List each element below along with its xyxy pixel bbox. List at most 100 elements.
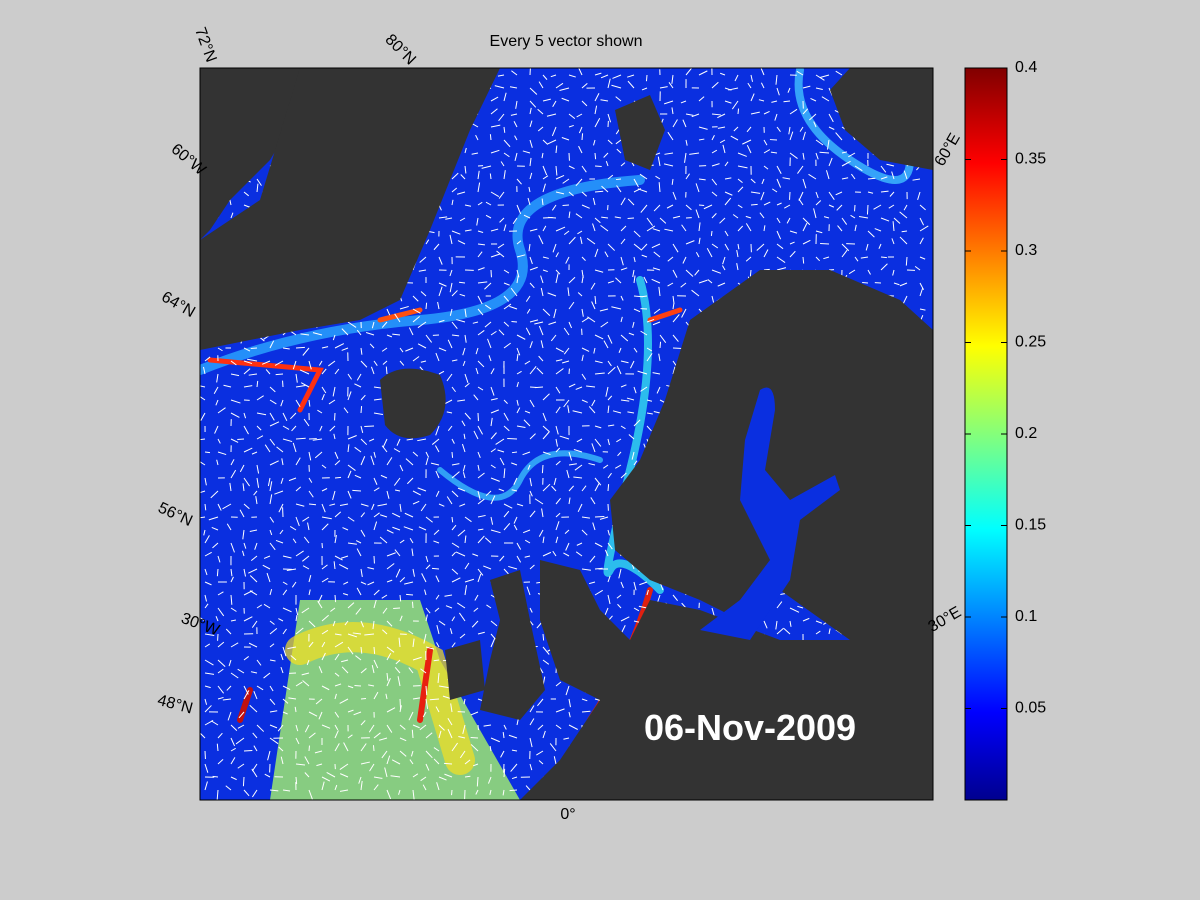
vector: [617, 603, 622, 609]
vector: [823, 216, 830, 219]
vector: [568, 497, 571, 505]
vector: [382, 607, 388, 614]
vector: [601, 216, 609, 219]
vector: [503, 768, 506, 778]
vector: [230, 594, 233, 605]
vector: [300, 382, 310, 388]
vector: [750, 93, 755, 102]
vector: [256, 425, 262, 431]
vector: [607, 542, 613, 550]
vector: [295, 737, 300, 745]
vector: [684, 152, 687, 163]
vector: [412, 295, 419, 302]
vector: [381, 347, 388, 352]
vector: [537, 724, 544, 731]
vector: [542, 139, 549, 145]
vector: [581, 204, 590, 209]
vector: [382, 360, 388, 365]
vector: [529, 607, 533, 613]
vector: [371, 665, 375, 674]
vector: [724, 177, 732, 180]
vector: [379, 514, 388, 518]
vector: [216, 459, 219, 466]
vector: [204, 643, 211, 648]
vector: [538, 760, 544, 765]
vector: [546, 113, 557, 117]
vector: [542, 551, 552, 557]
vector: [444, 594, 453, 597]
vector: [789, 108, 798, 115]
vector: [616, 594, 622, 599]
vector: [835, 70, 843, 76]
vector: [553, 477, 557, 486]
vector: [763, 201, 771, 206]
vector: [243, 360, 253, 365]
vector: [278, 503, 284, 513]
vector: [438, 286, 443, 297]
vector: [776, 256, 786, 263]
vector: [581, 275, 584, 284]
vector: [330, 607, 336, 612]
vector: [663, 163, 674, 167]
vector: [490, 417, 493, 427]
vector: [303, 536, 310, 544]
vector: [318, 711, 323, 720]
vector: [672, 295, 675, 304]
vector: [321, 641, 326, 648]
vector: [451, 199, 454, 206]
vector: [381, 594, 388, 599]
vector: [529, 87, 538, 95]
vector: [646, 412, 653, 415]
vector: [523, 419, 531, 427]
vector: [499, 217, 505, 223]
vector: [477, 386, 484, 391]
vector: [815, 230, 823, 234]
vector: [594, 217, 601, 224]
vector: [447, 717, 453, 726]
vector: [489, 173, 492, 180]
vector: [880, 165, 887, 173]
vector: [200, 412, 206, 421]
vector: [731, 100, 739, 110]
vector: [292, 360, 297, 370]
vector: [360, 529, 366, 537]
vector: [497, 243, 505, 249]
vector: [230, 747, 236, 752]
vector: [228, 659, 232, 667]
vector: [542, 308, 551, 317]
vector: [266, 572, 271, 583]
vector: [347, 709, 354, 713]
vector: [274, 360, 284, 366]
vector: [446, 373, 453, 382]
vector: [339, 763, 349, 770]
vector: [447, 728, 453, 739]
vector: [425, 732, 433, 739]
vector: [555, 269, 561, 275]
vector: [204, 594, 208, 602]
vector: [412, 568, 415, 577]
vector: [542, 98, 551, 102]
streak: [437, 450, 603, 501]
vector: [212, 775, 219, 778]
vector: [720, 72, 726, 76]
vector: [607, 280, 615, 284]
vector: [217, 758, 224, 765]
vector: [815, 139, 824, 146]
vector: [717, 282, 726, 287]
vector: [776, 202, 782, 206]
vector: [256, 380, 259, 388]
vector: [835, 191, 843, 196]
vector: [717, 126, 726, 129]
vector: [282, 581, 288, 585]
vector: [368, 684, 375, 687]
vector: [256, 659, 262, 666]
vector: [373, 512, 380, 518]
vector: [620, 399, 630, 402]
vector: [667, 256, 674, 262]
vector: [607, 472, 612, 479]
vector: [302, 516, 310, 522]
vector: [750, 178, 756, 184]
vector: [451, 551, 456, 557]
vector: [410, 750, 414, 757]
vector: [204, 659, 214, 666]
